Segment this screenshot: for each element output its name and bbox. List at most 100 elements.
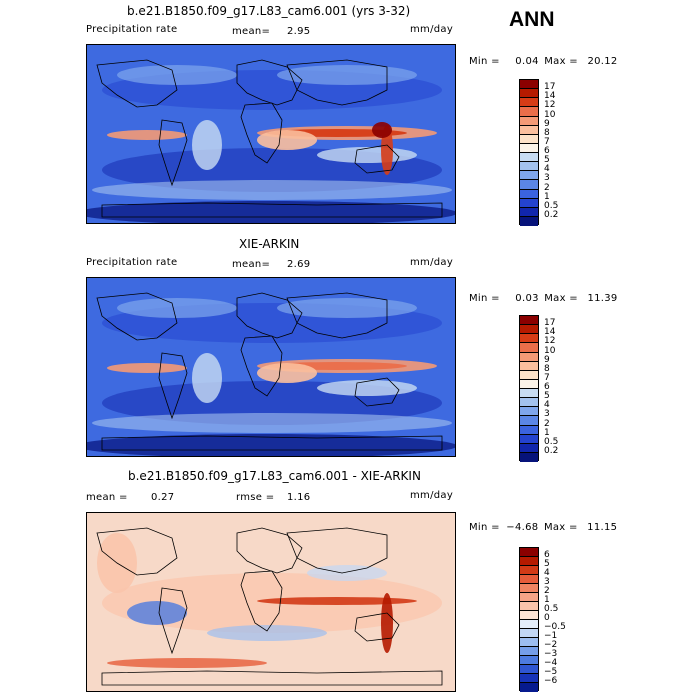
panel-3-mean-value: 0.27 [151, 492, 175, 503]
colorbar-swatch [520, 389, 538, 399]
colorbar-tick-label: 2 [544, 182, 550, 193]
colorbar-tick-label: −6 [544, 676, 558, 686]
colorbar-tick-label: 5 [544, 559, 550, 569]
colorbar-tick-label: −2 [544, 640, 558, 650]
colorbar-tick-label: 0.5 [544, 436, 559, 447]
panel-3-minmax: Min = −4.68 Max = 11.15 [469, 522, 617, 533]
panel-1-mean-label: mean= [232, 26, 271, 37]
colorbar-swatch [520, 647, 538, 656]
panel-1-mean-value: 2.95 [287, 26, 311, 37]
colorbar-swatch [520, 325, 538, 335]
panel-3-min-value: −4.68 [506, 522, 539, 533]
panel-3-mean-label: mean = [86, 492, 128, 503]
colorbar-swatch [520, 334, 538, 344]
colorbar-tick-label: 10 [544, 109, 556, 120]
colorbar-swatch [520, 370, 538, 380]
panel-2-min-text: Min = [469, 293, 500, 304]
panel-1-colorbar [519, 79, 539, 226]
panel-1-title: b.e21.B1850.f09_g17.L83_cam6.001 (yrs 3-… [127, 4, 411, 18]
colorbar-tick-label: 17 [544, 318, 556, 329]
panel-2-title: XIE-ARKIN [239, 237, 300, 251]
colorbar-swatch [520, 162, 538, 172]
panel-3-rmse-label: rmse = [236, 492, 275, 503]
colorbar-tick-label: 3 [544, 409, 550, 420]
colorbar-swatch [520, 171, 538, 181]
panel-2-min-value: 0.03 [515, 293, 539, 304]
panel-3-max-text: Max = [543, 522, 578, 533]
panel-1-min-text: Min = [469, 56, 500, 67]
colorbar-swatch [520, 343, 538, 353]
panel-1-map [86, 44, 456, 224]
panel-1-max-value: 20.12 [587, 56, 618, 67]
panel-3-rmse-value: 1.16 [287, 492, 311, 503]
panel-1-min-value: 0.04 [515, 56, 539, 67]
colorbar-swatch [520, 416, 538, 426]
colorbar-swatch [520, 143, 538, 153]
colorbar-swatch [520, 180, 538, 190]
colorbar-tick-label: 0 [544, 613, 550, 623]
colorbar-swatch [520, 683, 538, 692]
colorbar-tick-label: 6 [544, 550, 550, 560]
panel-2-colorbar [519, 315, 539, 462]
colorbar-swatch [520, 425, 538, 435]
panel-1-variable-label: Precipitation rate [86, 24, 178, 35]
colorbar-tick-label: −5 [544, 667, 558, 677]
colorbar-tick-label: 2 [544, 586, 550, 596]
colorbar-tick-label: 10 [544, 345, 556, 356]
colorbar-tick-label: 12 [544, 100, 556, 111]
colorbar-swatch [520, 638, 538, 647]
colorbar-tick-label: 3 [544, 577, 550, 587]
panel-2-max-text: Max = [544, 293, 578, 304]
colorbar-swatch [520, 134, 538, 144]
panel-2-units: mm/day [410, 257, 454, 268]
colorbar-tick-label: 3 [544, 173, 550, 184]
colorbar-swatch [520, 434, 538, 444]
colorbar-tick-label: 6 [544, 382, 550, 392]
panel-3-map-svg [87, 513, 455, 691]
colorbar-tick-label: 1 [544, 595, 550, 605]
panel-2-map-svg [87, 278, 455, 456]
colorbar-tick-label: 2 [544, 418, 550, 429]
panel-2-variable-label: Precipitation rate [86, 257, 178, 268]
colorbar-tick-label: −1 [544, 631, 558, 641]
colorbar-tick-label: 0.2 [544, 445, 559, 456]
panel-1-max-text: Max = [544, 56, 578, 67]
colorbar-tick-label: 8 [544, 363, 550, 374]
colorbar-tick-label: 1 [544, 427, 550, 438]
panel-3-units: mm/day [410, 490, 454, 501]
colorbar-swatch [520, 620, 538, 629]
colorbar-swatch [520, 153, 538, 163]
colorbar-swatch [520, 80, 538, 90]
colorbar-tick-label: 4 [544, 164, 550, 175]
colorbar-swatch [520, 584, 538, 593]
colorbar-swatch [520, 443, 538, 453]
colorbar-swatch [520, 352, 538, 362]
colorbar-swatch [520, 107, 538, 117]
panel-3-min-text: Min = [469, 522, 500, 533]
colorbar-tick-label: 5 [544, 391, 550, 402]
colorbar-swatch [520, 198, 538, 208]
panel-1-units: mm/day [410, 24, 454, 35]
colorbar-tick-label: 12 [544, 336, 556, 347]
colorbar-swatch [520, 89, 538, 99]
colorbar-swatch [520, 98, 538, 108]
colorbar-swatch [520, 125, 538, 135]
panel-3-title: b.e21.B1850.f09_g17.L83_cam6.001 - XIE-A… [128, 469, 421, 483]
panel-2-mean-value: 2.69 [287, 259, 311, 270]
colorbar-swatch [520, 674, 538, 683]
colorbar-tick-label: 0.5 [544, 604, 559, 614]
colorbar-tick-label: 9 [544, 118, 550, 129]
colorbar-swatch [520, 207, 538, 217]
season-label: ANN [509, 8, 555, 31]
colorbar-swatch [520, 379, 538, 389]
colorbar-swatch [520, 361, 538, 371]
panel-3-max-value: 11.15 [587, 522, 618, 533]
colorbar-tick-label: 4 [544, 400, 550, 411]
colorbar-tick-label: 0.2 [544, 209, 559, 220]
colorbar-tick-label: 9 [544, 354, 550, 365]
colorbar-swatch [520, 656, 538, 665]
colorbar-swatch [520, 611, 538, 620]
panel-1-map-svg [87, 45, 455, 223]
colorbar-tick-label: 6 [544, 146, 550, 156]
colorbar-swatch [520, 452, 538, 462]
